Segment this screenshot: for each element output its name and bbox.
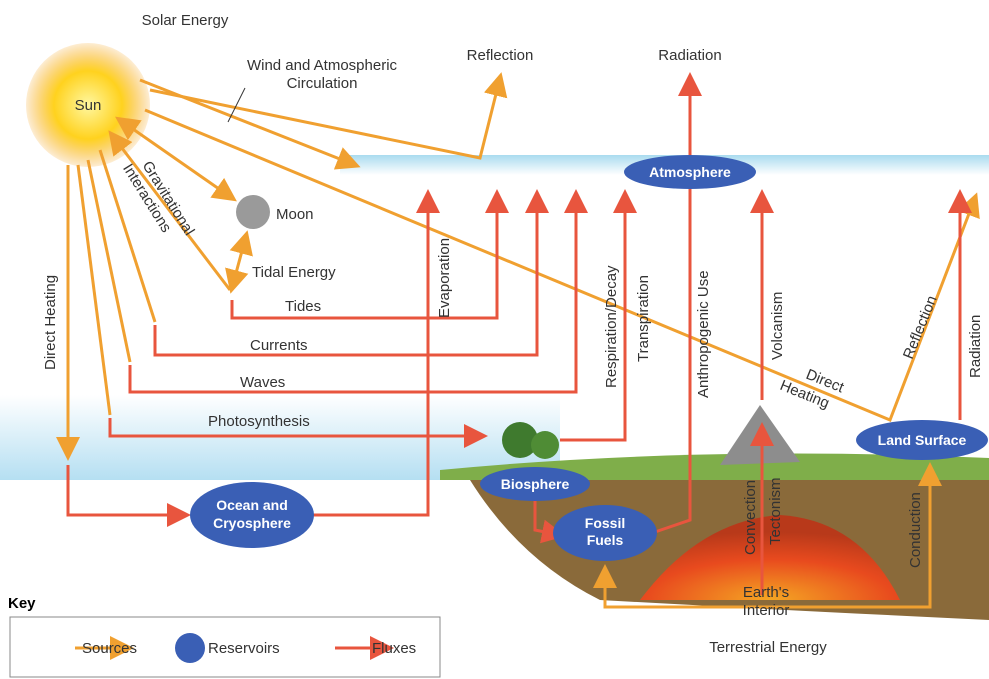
label: Photosynthesis xyxy=(208,413,310,430)
label: Conduction xyxy=(907,492,924,568)
volcano xyxy=(720,405,800,465)
line: Ocean and xyxy=(216,497,288,513)
line: Fuels xyxy=(587,532,624,548)
key-label: Fluxes xyxy=(372,640,416,657)
label: Transpiration xyxy=(635,275,652,362)
key-label: Reservoirs xyxy=(208,640,280,657)
reservoir-label: Atmosphere xyxy=(649,164,731,180)
title: Solar Energy xyxy=(142,12,229,29)
sun-label: Sun xyxy=(75,97,102,114)
label: Tidal Energy xyxy=(252,264,336,281)
tree xyxy=(531,431,559,459)
line: Circulation xyxy=(287,75,358,92)
key-label: Sources xyxy=(82,640,137,657)
label: Waves xyxy=(240,374,285,391)
line: Earth's xyxy=(743,584,789,601)
label: Evaporation xyxy=(436,238,453,318)
label: Tectonism xyxy=(767,477,784,545)
key-title: Key xyxy=(8,595,36,612)
label: Tides xyxy=(285,298,321,315)
label: Respiration/Decay xyxy=(603,265,620,388)
line: Fossil xyxy=(585,515,625,531)
label: Radiation xyxy=(658,47,721,64)
label: Currents xyxy=(250,337,308,354)
label: Volcanism xyxy=(769,292,786,360)
key-reservoir-icon xyxy=(175,633,205,663)
label: Radiation xyxy=(967,315,984,378)
moon xyxy=(236,195,270,229)
line: Interior xyxy=(743,602,790,619)
line: Cryosphere xyxy=(213,515,291,531)
label: Reflection xyxy=(467,47,534,64)
energy-diagram: Atmosphere Biosphere Ocean and Cryosphere… xyxy=(0,0,989,679)
reservoir-label: Land Surface xyxy=(878,432,967,448)
label: Reflection xyxy=(900,293,941,361)
line: Wind and Atmospheric xyxy=(247,57,398,74)
reservoir-label: Biosphere xyxy=(501,476,570,492)
label: Terrestrial Energy xyxy=(709,639,827,656)
moon-label: Moon xyxy=(276,206,314,223)
label: Anthropogenic Use xyxy=(695,270,712,398)
label: Convection xyxy=(742,480,759,555)
label: Direct Heating xyxy=(42,275,59,370)
